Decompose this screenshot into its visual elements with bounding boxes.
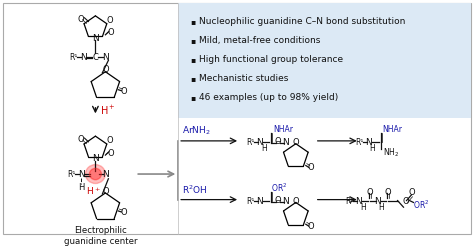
Text: O: O — [384, 187, 391, 196]
Text: R¹: R¹ — [67, 170, 76, 180]
Text: ArNH$_2$: ArNH$_2$ — [182, 124, 210, 137]
Text: NHAr: NHAr — [273, 125, 293, 134]
Text: O: O — [102, 65, 109, 74]
Text: R¹: R¹ — [246, 197, 254, 206]
Text: R¹: R¹ — [246, 138, 254, 147]
Text: O: O — [106, 16, 113, 25]
Text: N: N — [102, 53, 109, 62]
Text: O: O — [292, 138, 299, 147]
Text: N: N — [80, 53, 87, 62]
Text: N: N — [92, 155, 99, 163]
Text: OR$^2$: OR$^2$ — [271, 182, 287, 194]
Text: O: O — [106, 136, 113, 145]
Text: O: O — [292, 197, 299, 206]
Text: H: H — [370, 144, 375, 153]
Text: O: O — [107, 29, 114, 37]
Text: OR$^2$: OR$^2$ — [413, 198, 430, 211]
Text: O: O — [308, 163, 314, 172]
Text: N: N — [78, 170, 85, 180]
Text: O: O — [274, 137, 281, 146]
Text: N: N — [365, 138, 372, 147]
Text: O: O — [274, 196, 281, 205]
Text: N: N — [256, 197, 264, 206]
Text: O: O — [120, 87, 127, 96]
Text: ▪: ▪ — [190, 36, 195, 45]
Text: ▪: ▪ — [190, 93, 195, 102]
Text: R¹: R¹ — [356, 138, 364, 147]
Text: O: O — [77, 135, 84, 144]
Text: H$^+$: H$^+$ — [86, 185, 101, 197]
Text: 46 examples (up to 98% yield): 46 examples (up to 98% yield) — [199, 93, 338, 102]
Circle shape — [90, 168, 101, 180]
Text: Mild, metal-free conditions: Mild, metal-free conditions — [199, 36, 320, 45]
Text: O: O — [120, 208, 127, 217]
Text: N: N — [256, 138, 264, 147]
FancyBboxPatch shape — [3, 2, 471, 234]
Text: ▪: ▪ — [190, 55, 195, 64]
Text: R$^2$OH: R$^2$OH — [182, 184, 208, 196]
Text: Mechanistic studies: Mechanistic studies — [199, 74, 289, 83]
Text: H: H — [379, 203, 384, 212]
Text: NH$_2$: NH$_2$ — [383, 146, 399, 158]
Text: High functional group tolerance: High functional group tolerance — [199, 55, 343, 64]
Text: NHAr: NHAr — [383, 125, 402, 134]
Text: N: N — [283, 197, 289, 206]
Text: O: O — [308, 222, 314, 231]
Text: R¹: R¹ — [69, 53, 78, 62]
Text: O: O — [102, 186, 109, 196]
Text: H$^+$: H$^+$ — [100, 104, 116, 117]
Text: N: N — [92, 34, 99, 43]
Circle shape — [85, 165, 105, 184]
FancyBboxPatch shape — [178, 2, 471, 118]
Text: Nucleophilic guanidine C–N bond substitution: Nucleophilic guanidine C–N bond substitu… — [199, 17, 405, 26]
Text: N: N — [374, 197, 381, 206]
Text: Electrophilic
guanidine center: Electrophilic guanidine center — [64, 226, 137, 246]
Text: C: C — [92, 53, 98, 62]
Text: N: N — [356, 197, 362, 206]
Text: ▪: ▪ — [190, 74, 195, 83]
Text: O: O — [77, 15, 84, 24]
Text: O: O — [402, 197, 409, 206]
Text: N: N — [283, 138, 289, 147]
Text: H: H — [78, 183, 85, 192]
Text: H: H — [261, 144, 267, 153]
Text: O: O — [408, 187, 415, 196]
Text: O: O — [107, 149, 114, 158]
Text: O: O — [366, 187, 373, 196]
Text: ▪: ▪ — [190, 17, 195, 26]
Text: N: N — [102, 170, 109, 180]
Text: H: H — [360, 203, 365, 212]
Text: R¹: R¹ — [346, 197, 354, 206]
